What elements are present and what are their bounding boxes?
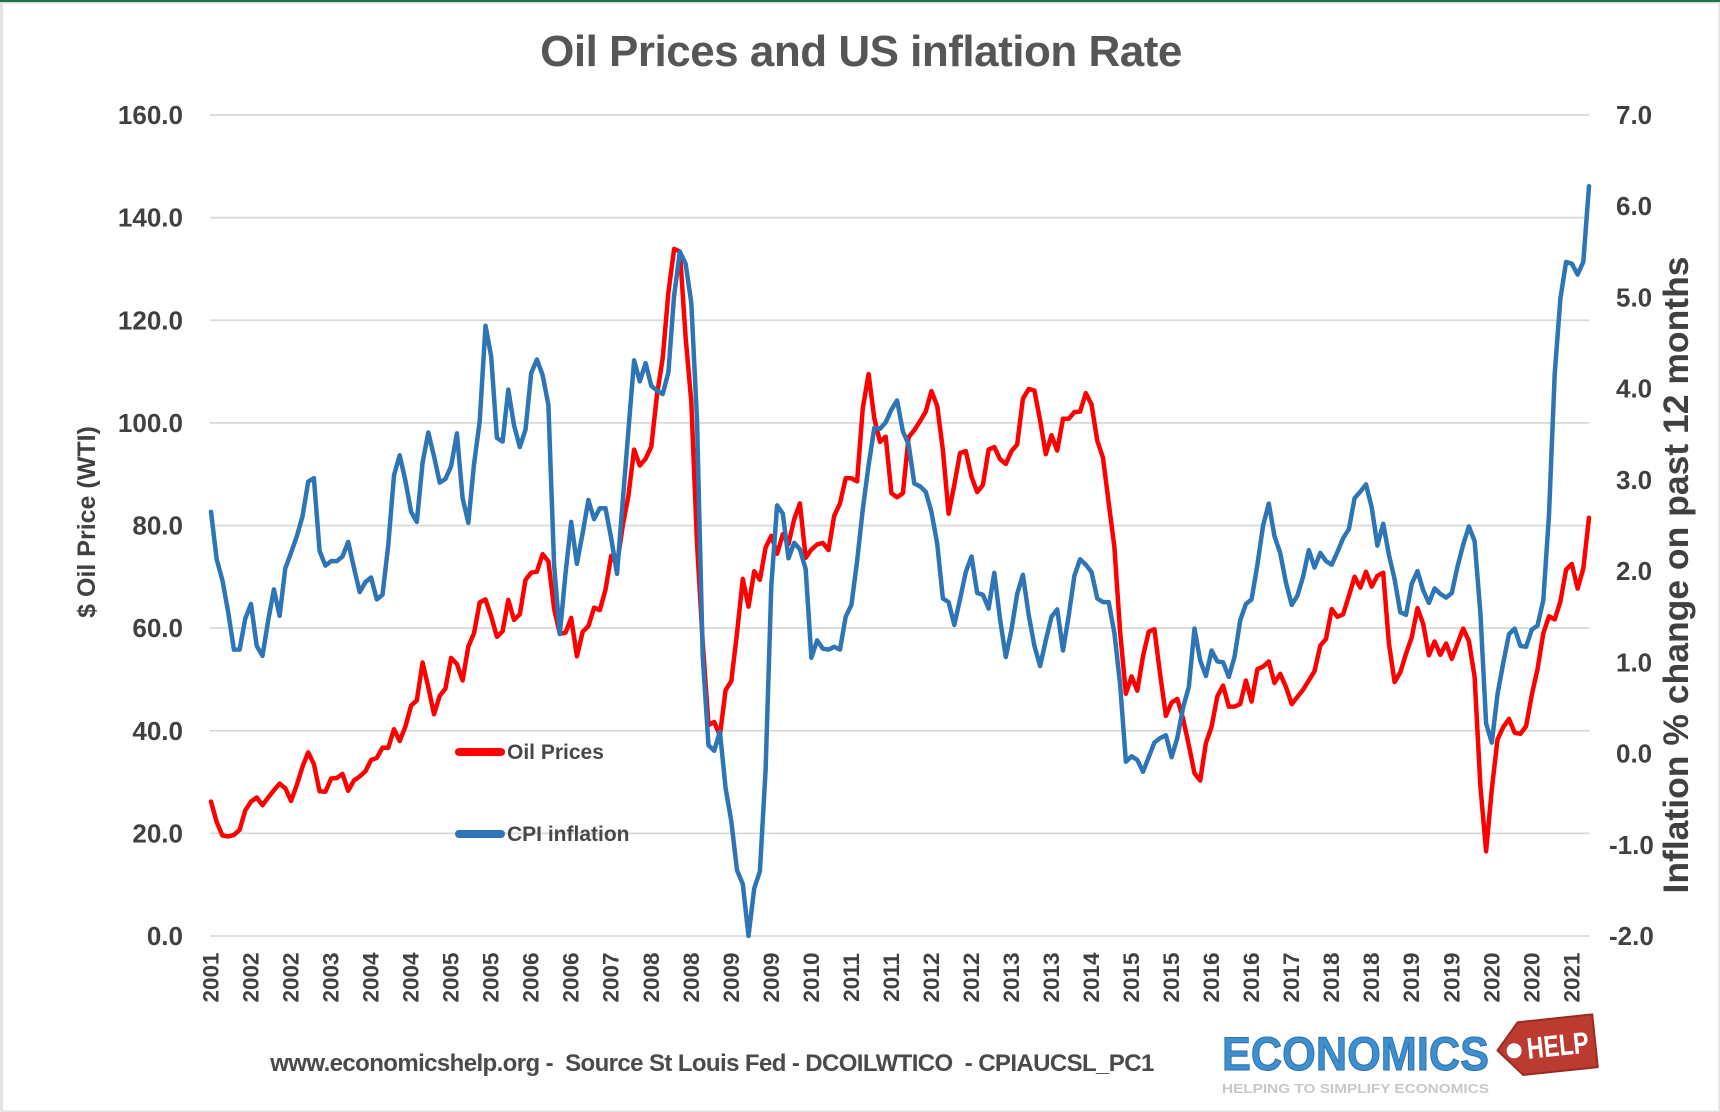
x-axis-tick-label: 2005 bbox=[479, 952, 504, 1002]
right-axis-tick-label: 6.0 bbox=[1616, 191, 1652, 221]
logo-tag-hole bbox=[1506, 1043, 1522, 1059]
left-axis-tick-label: 100.0 bbox=[118, 408, 183, 438]
x-axis-tick-label: 2019 bbox=[1399, 952, 1424, 1002]
footer-source-text: www.economicshelp.org - Source St Louis … bbox=[269, 1050, 1154, 1077]
x-axis-tick-label: 2018 bbox=[1359, 952, 1384, 1002]
x-axis-tick-label: 2010 bbox=[799, 952, 824, 1002]
window-left-border bbox=[0, 3, 3, 1112]
legend-item-cpi-inflation: CPI inflation bbox=[455, 823, 630, 846]
x-axis-tick-label: 2012 bbox=[919, 952, 944, 1002]
x-axis-tick-label: 2004 bbox=[359, 952, 384, 1003]
right-axis-tick-label: 3.0 bbox=[1616, 465, 1652, 495]
right-axis-tick-label: 7.0 bbox=[1616, 100, 1652, 130]
window-top-edge bbox=[0, 0, 1720, 3]
legend-oil-prices-label: Oil Prices bbox=[507, 741, 604, 764]
x-axis-tick-label: 2002 bbox=[239, 952, 264, 1002]
left-axis-tick-label: 140.0 bbox=[118, 203, 183, 233]
left-axis-tick-label: 80.0 bbox=[132, 511, 183, 541]
left-axis-tick-labels: 160.0 140.0 120.0 100.0 80.0 60.0 40.0 20.0 0.0 bbox=[118, 100, 183, 951]
x-axis-tick-label: 2003 bbox=[319, 952, 344, 1002]
right-axis-tick-label: 4.0 bbox=[1616, 374, 1652, 404]
cpi-inflation-line bbox=[208, 183, 1592, 939]
logo-tagline-text: HELPING TO SIMPLIFY ECONOMICS bbox=[1222, 1081, 1489, 1096]
right-axis-title: Inflation % change on past 12 months bbox=[1656, 256, 1696, 893]
x-axis-tick-label: 2011 bbox=[839, 953, 864, 1002]
gridlines bbox=[210, 114, 1590, 937]
x-axis-tick-label: 2004 bbox=[399, 952, 424, 1003]
legend-cpi-inflation-label: CPI inflation bbox=[507, 823, 630, 846]
right-axis-tick-label: 5.0 bbox=[1616, 282, 1652, 312]
right-axis-tick-label: -1.0 bbox=[1609, 830, 1654, 860]
x-axis-tick-label: 2007 bbox=[599, 952, 624, 1002]
x-axis-tick-label: 2014 bbox=[1079, 952, 1104, 1003]
x-axis-tick-label: 2005 bbox=[439, 952, 464, 1002]
x-axis-tick-label: 2015 bbox=[1119, 952, 1144, 1002]
x-axis-tick-label: 2020 bbox=[1519, 952, 1544, 1002]
x-axis-tick-label: 2011 bbox=[879, 953, 904, 1002]
left-axis-tick-label: 40.0 bbox=[132, 716, 183, 746]
x-axis-tick-label: 2002 bbox=[279, 952, 304, 1002]
x-axis-tick-label: 2021 bbox=[1559, 952, 1584, 1002]
oil-prices-line bbox=[208, 246, 1592, 854]
right-axis-tick-label: 2.0 bbox=[1616, 556, 1652, 586]
right-axis-tick-label: 0.0 bbox=[1616, 739, 1652, 769]
x-axis-tick-label: 2016 bbox=[1239, 952, 1264, 1002]
legend: Oil Prices CPI inflation bbox=[455, 741, 630, 846]
logo-tag-text: HELP bbox=[1525, 1027, 1590, 1066]
x-axis-tick-label: 2009 bbox=[759, 952, 784, 1002]
right-axis-tick-labels: 7.0 6.0 5.0 4.0 3.0 2.0 1.0 0.0 -1.0 -2.0 bbox=[1609, 100, 1654, 951]
window-right-border bbox=[1718, 3, 1720, 1112]
x-axis-tick-label: 2015 bbox=[1159, 952, 1184, 1002]
right-axis-tick-label: 1.0 bbox=[1616, 647, 1652, 677]
right-axis-tick-label: -2.0 bbox=[1609, 921, 1654, 951]
x-axis-tick-label: 2001 bbox=[199, 952, 224, 1002]
left-axis-title: $ Oil Price (WTI) bbox=[73, 426, 101, 618]
x-axis-tick-label: 2013 bbox=[1039, 952, 1064, 1002]
series-lines bbox=[208, 183, 1592, 939]
x-axis-tick-label: 2008 bbox=[639, 952, 664, 1002]
x-axis-tick-label: 2020 bbox=[1479, 952, 1504, 1002]
x-axis-tick-label: 2016 bbox=[1199, 952, 1224, 1002]
window-top-border bbox=[0, 2, 1720, 4]
window-bottom-border bbox=[0, 1110, 1720, 1112]
x-axis-tick-label: 2008 bbox=[679, 952, 704, 1002]
x-axis-tick-label: 2013 bbox=[999, 952, 1024, 1002]
x-axis-tick-label: 2009 bbox=[719, 952, 744, 1002]
chart-title: Oil Prices and US inflation Rate bbox=[540, 27, 1182, 76]
logo-tag-shape bbox=[1496, 1013, 1599, 1076]
economicshelp-logo: ECONOMICS HELP HELPING TO SIMPLIFY ECONO… bbox=[1222, 1013, 1599, 1096]
x-axis-tick-label: 2006 bbox=[559, 952, 584, 1002]
left-axis-tick-label: 120.0 bbox=[118, 305, 183, 335]
left-axis-tick-label: 60.0 bbox=[132, 613, 183, 643]
legend-item-oil-prices: Oil Prices bbox=[455, 741, 604, 764]
x-axis-tick-label: 2017 bbox=[1279, 952, 1304, 1002]
x-axis-tick-label: 2018 bbox=[1319, 952, 1344, 1002]
logo-brand-text: ECONOMICS bbox=[1222, 1027, 1489, 1080]
left-axis-tick-label: 0.0 bbox=[147, 921, 183, 951]
x-axis-tick-label: 2019 bbox=[1439, 952, 1464, 1002]
logo-help-tag: HELP bbox=[1496, 1013, 1599, 1076]
left-axis-tick-label: 160.0 bbox=[118, 100, 183, 130]
x-axis-tick-label: 2012 bbox=[959, 952, 984, 1002]
x-axis-tick-label: 2006 bbox=[519, 952, 544, 1002]
x-axis-tick-labels: 2001 2002 2002 2003 2004 2004 2005 2005 2006 2006… bbox=[199, 952, 1585, 1003]
left-axis-tick-label: 20.0 bbox=[132, 818, 183, 848]
